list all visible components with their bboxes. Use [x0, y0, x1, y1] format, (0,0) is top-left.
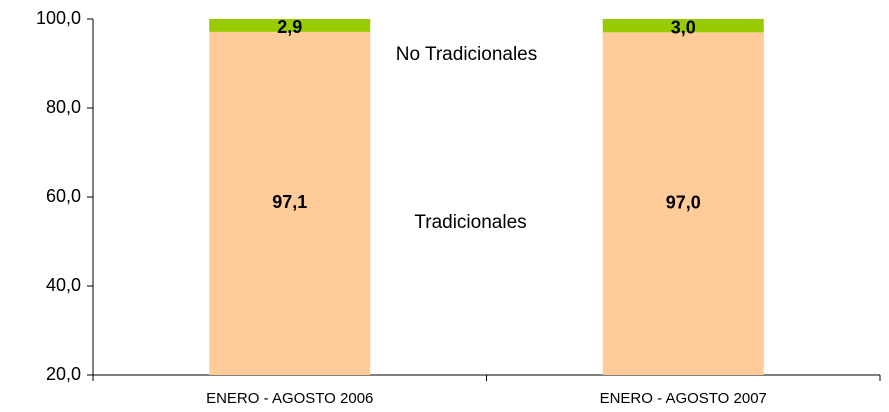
- value-label: 3,0: [671, 17, 696, 37]
- series-annotation: No Tradicionales: [396, 44, 538, 65]
- bar-segment: [209, 19, 371, 32]
- series-annotation: Tradicionales: [414, 212, 526, 233]
- value-label: 97,1: [272, 192, 307, 212]
- y-tick-label: 100,0: [36, 8, 81, 28]
- bar-segment: [602, 19, 764, 33]
- y-tick-label: 40,0: [46, 275, 81, 295]
- x-tick-label: ENERO - AGOSTO 2006: [206, 390, 373, 407]
- bar-segment: [602, 32, 764, 375]
- y-tick-label: 60,0: [46, 186, 81, 206]
- bar-segment: [209, 31, 371, 376]
- y-tick-label: 80,0: [46, 97, 81, 117]
- y-tick-label: 20,0: [46, 364, 81, 384]
- x-tick-label: ENERO - AGOSTO 2007: [600, 390, 767, 407]
- value-label: 2,9: [277, 17, 302, 37]
- value-label: 97,0: [666, 192, 701, 212]
